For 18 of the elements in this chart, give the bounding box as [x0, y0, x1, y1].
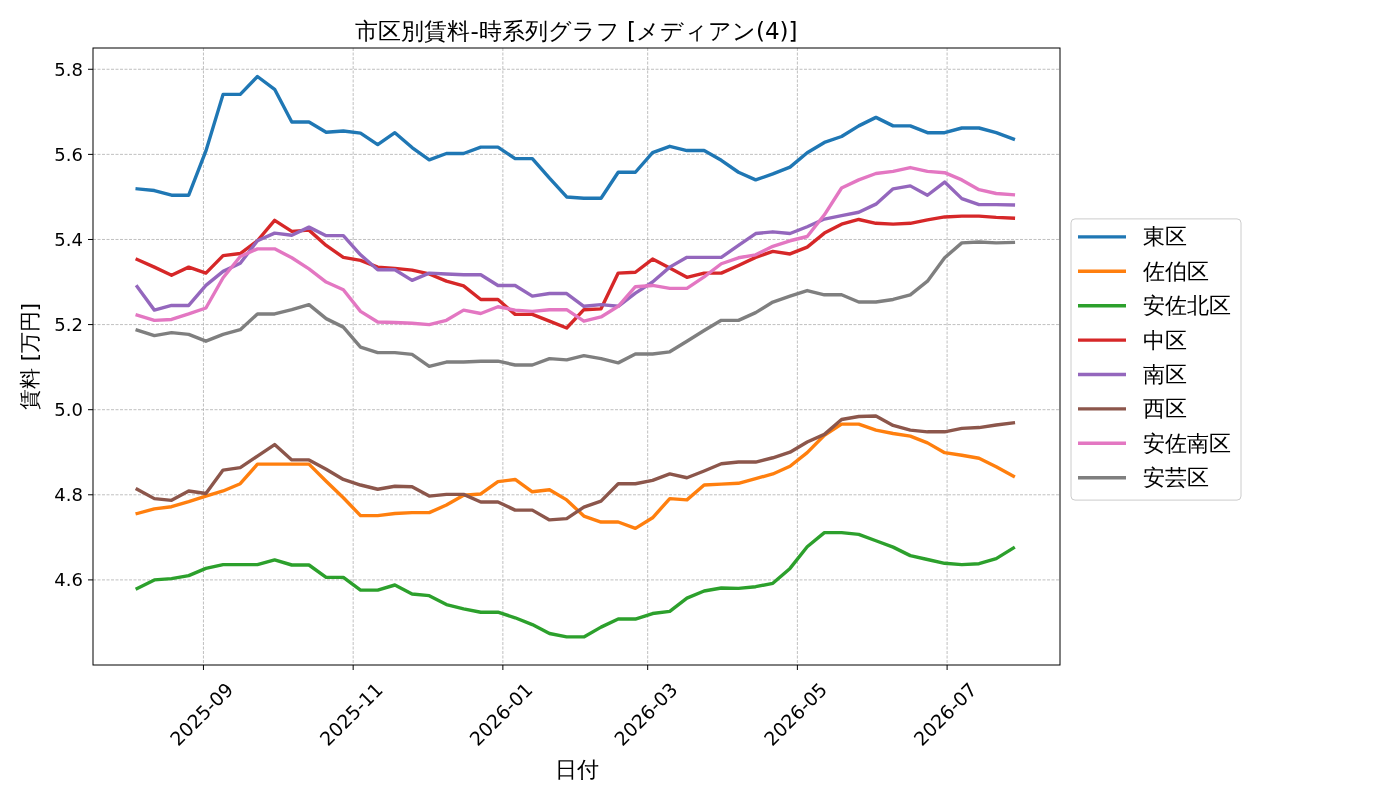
legend-label: 南区	[1143, 362, 1187, 387]
y-tick-label: 5.2	[54, 314, 83, 336]
y-axis-title: 賃料 [万円]	[18, 302, 42, 411]
y-tick-label: 5.8	[54, 58, 83, 80]
legend-label: 安佐北区	[1143, 293, 1231, 319]
y-tick-label: 5.4	[54, 228, 83, 250]
y-tick-label: 5.0	[54, 399, 83, 421]
legend-label: 安佐南区	[1143, 430, 1231, 456]
legend-label: 西区	[1143, 396, 1187, 422]
y-tick-label: 5.6	[54, 143, 83, 165]
legend-label: 東区	[1143, 224, 1187, 250]
legend-label: 中区	[1143, 327, 1187, 353]
y-tick-label: 4.8	[54, 484, 83, 506]
chart-title: 市区別賃料-時系列グラフ [メディアン(4)]	[355, 18, 798, 44]
y-tick-label: 4.6	[54, 569, 83, 591]
legend-label: 佐伯区	[1143, 258, 1209, 284]
x-axis-title: 日付	[554, 757, 599, 782]
legend-label: 安芸区	[1143, 465, 1209, 491]
